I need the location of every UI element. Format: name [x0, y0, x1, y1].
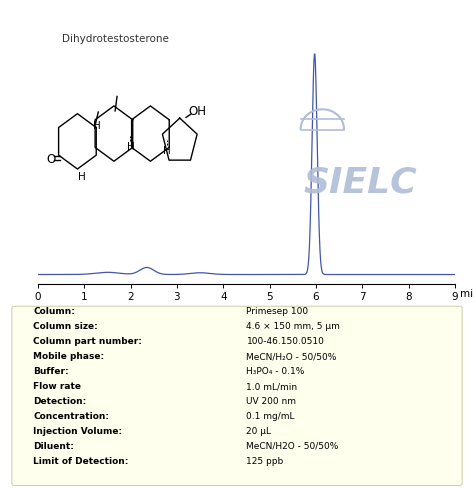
Text: 1.0 mL/min: 1.0 mL/min: [246, 381, 298, 390]
Text: UV 200 nm: UV 200 nm: [246, 396, 296, 405]
Text: H: H: [92, 121, 100, 131]
Text: O: O: [47, 153, 56, 165]
Text: 0.1 mg/mL: 0.1 mg/mL: [246, 411, 295, 420]
Text: Limit of Detection:: Limit of Detection:: [33, 456, 128, 465]
Text: Flow rate: Flow rate: [33, 381, 81, 390]
Text: H: H: [127, 142, 134, 151]
Text: min: min: [460, 288, 474, 299]
Text: Injection Volume:: Injection Volume:: [33, 426, 122, 435]
Text: 125 ppb: 125 ppb: [246, 456, 284, 465]
Text: Column:: Column:: [33, 306, 75, 316]
Text: Buffer:: Buffer:: [33, 366, 69, 375]
Text: MeCN/H₂O - 50/50%: MeCN/H₂O - 50/50%: [246, 351, 337, 361]
Text: Diluent:: Diluent:: [33, 441, 74, 450]
Text: Dihydrotestosterone: Dihydrotestosterone: [62, 34, 168, 44]
Text: H: H: [163, 145, 171, 155]
Text: Concentration:: Concentration:: [33, 411, 109, 420]
Text: Column size:: Column size:: [33, 322, 98, 330]
Text: Column part number:: Column part number:: [33, 336, 142, 346]
Text: MeCN/H2O - 50/50%: MeCN/H2O - 50/50%: [246, 441, 339, 450]
Text: OH: OH: [188, 104, 206, 118]
Text: H₃PO₄ - 0.1%: H₃PO₄ - 0.1%: [246, 366, 305, 375]
Text: 4.6 × 150 mm, 5 μm: 4.6 × 150 mm, 5 μm: [246, 322, 340, 330]
Text: 100-46.150.0510: 100-46.150.0510: [246, 336, 324, 346]
Text: SIELC: SIELC: [303, 165, 417, 200]
Text: Primesep 100: Primesep 100: [246, 306, 309, 316]
Text: Mobile phase:: Mobile phase:: [33, 351, 104, 361]
Text: H: H: [78, 171, 86, 181]
Text: Detection:: Detection:: [33, 396, 86, 405]
Text: 20 μL: 20 μL: [246, 426, 272, 435]
